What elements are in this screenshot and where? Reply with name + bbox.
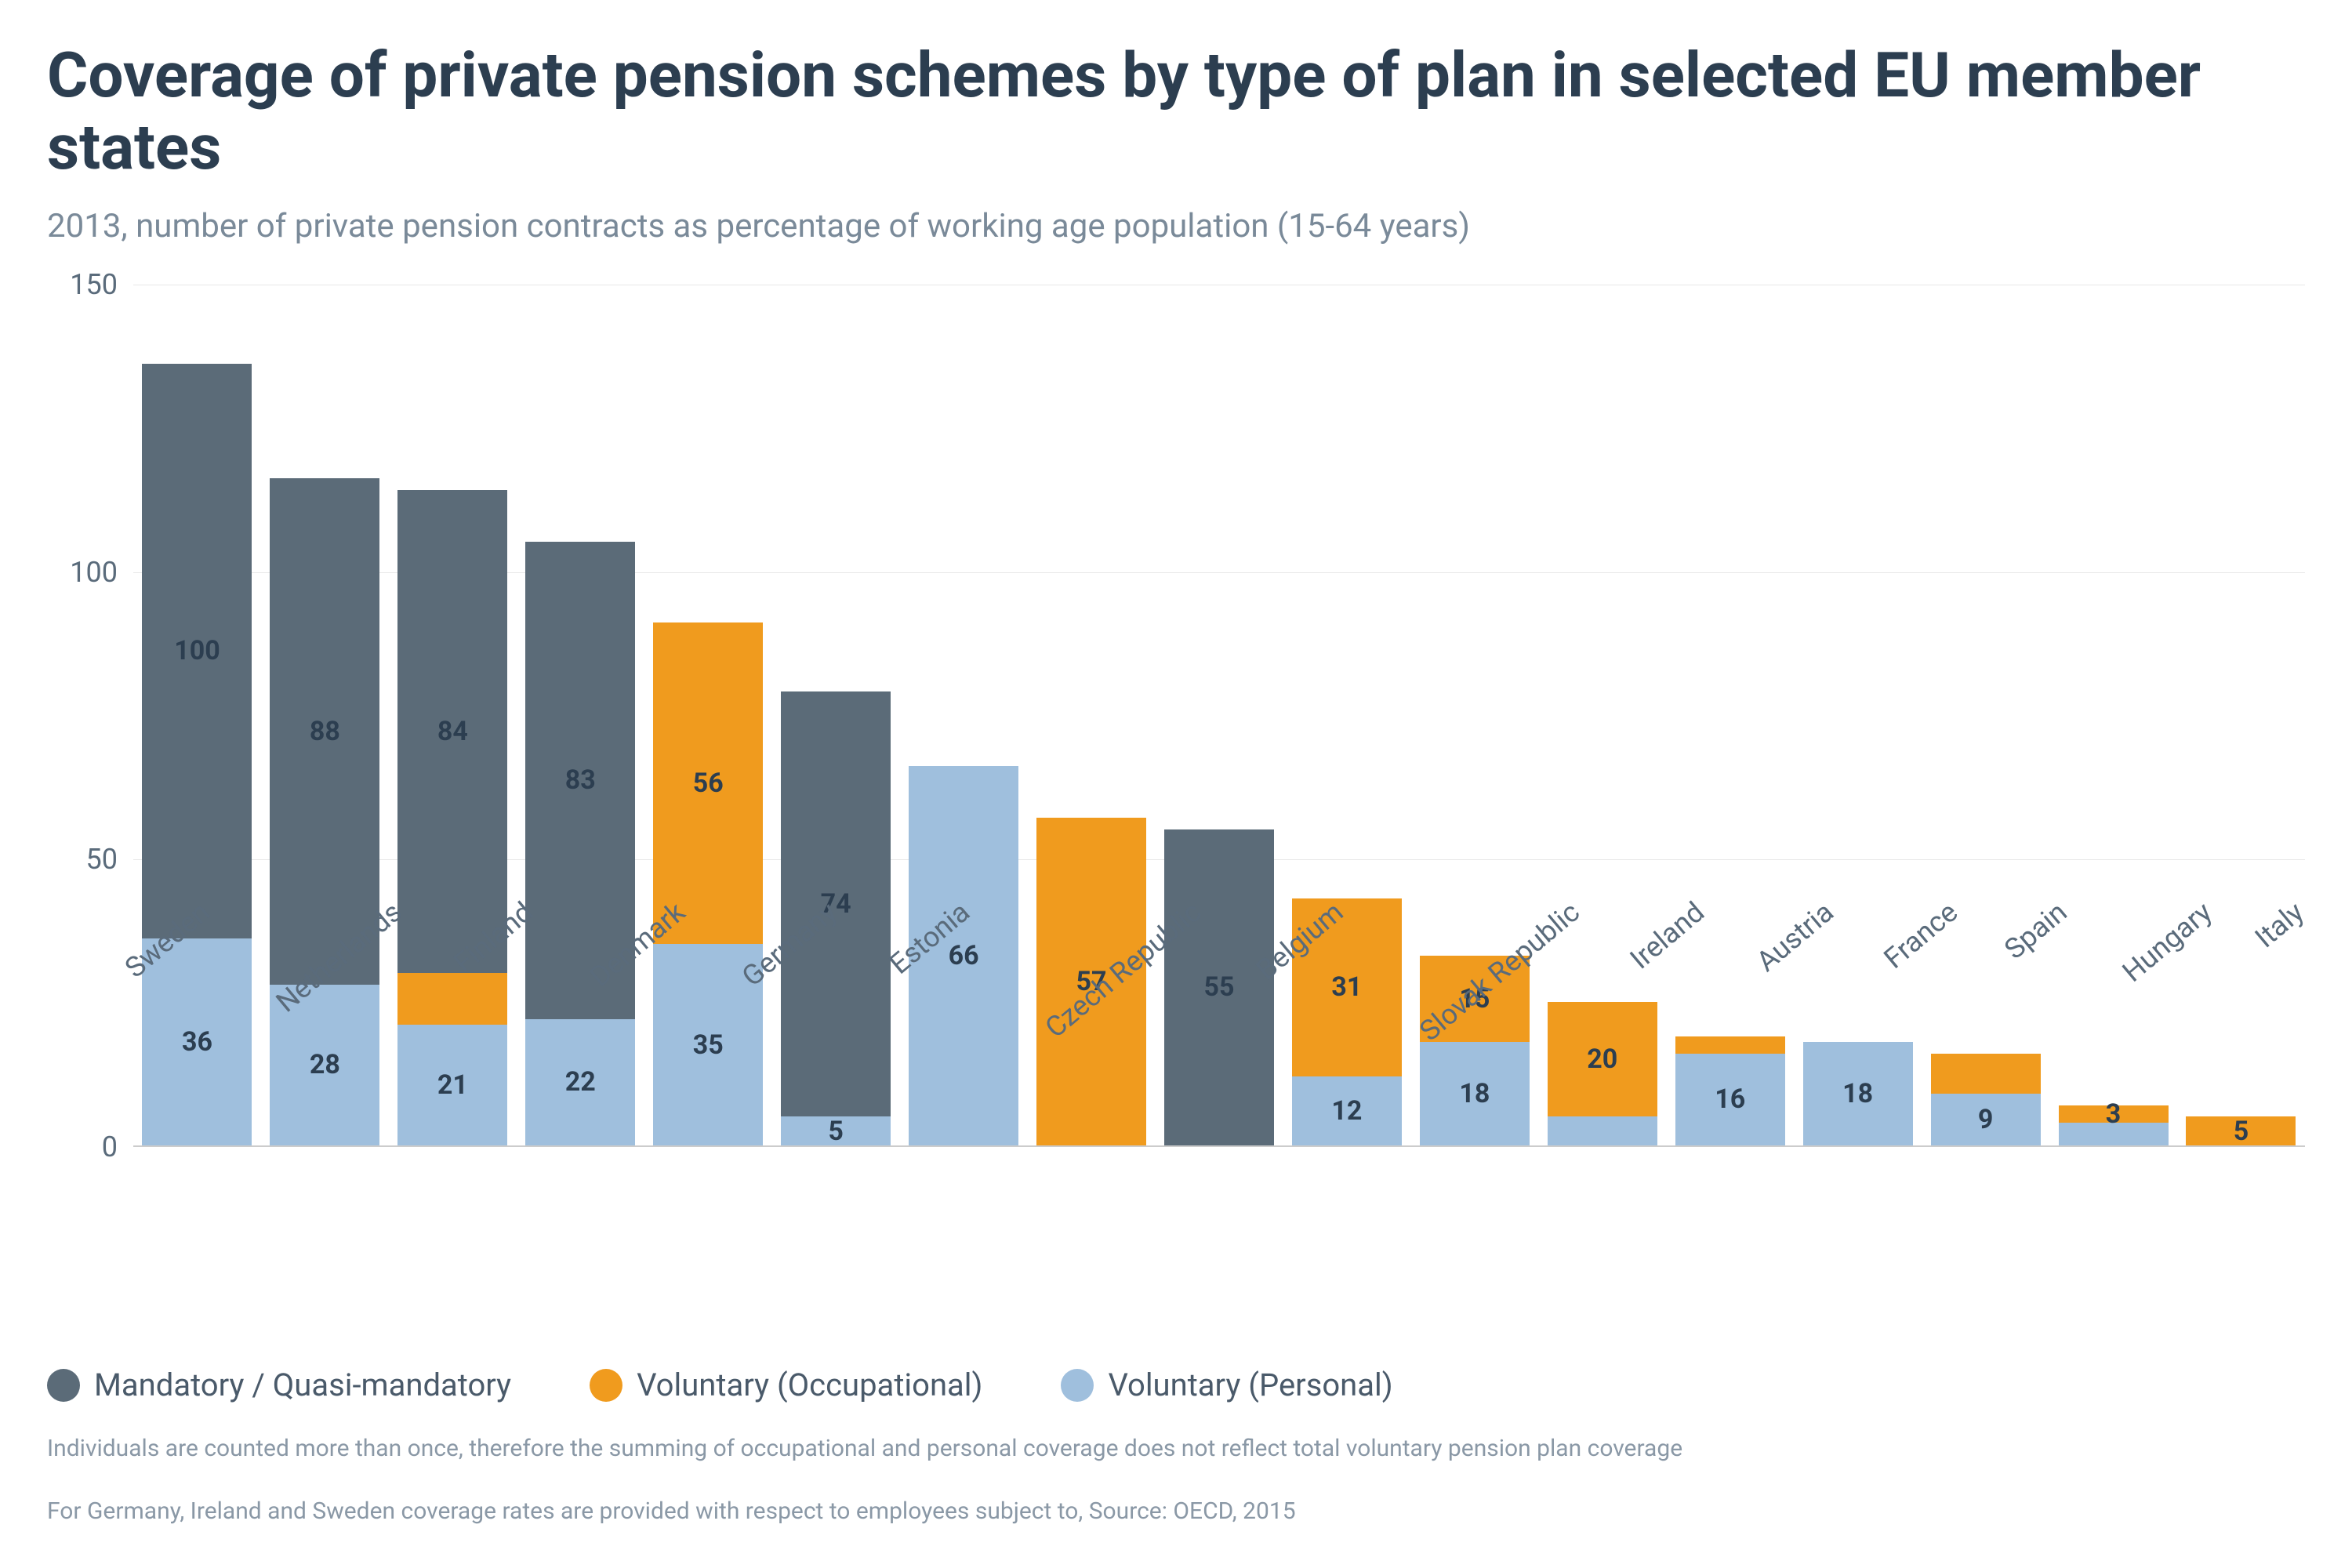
- footnote-line-1: Individuals are counted more than once, …: [47, 1431, 2305, 1466]
- bar-group: 22 83: [517, 285, 644, 1145]
- y-tick-label: 100: [70, 556, 118, 589]
- legend-swatch: [47, 1369, 80, 1402]
- bar-group: 574: [772, 285, 900, 1145]
- bar-value-label: 83: [565, 764, 596, 796]
- bar-stack: 28 88: [270, 478, 379, 1145]
- bar-segment-vol_occ: [1675, 1036, 1785, 1054]
- bar-value-label: 3: [2106, 1098, 2122, 1130]
- bar-segment-mandatory: 88: [270, 478, 379, 984]
- bar-stack: 3: [2059, 1105, 2169, 1145]
- legend: Mandatory / Quasi-mandatory Voluntary (Oc…: [47, 1367, 2305, 1403]
- bar-segment-vol_pers: 12: [1292, 1076, 1402, 1145]
- x-axis-labels: SwedenNetherlandsFinlandDenmarkGermanyEs…: [86, 870, 2352, 903]
- bar-value-label: 35: [693, 1029, 724, 1061]
- bar-segment-vol_pers: 21: [397, 1025, 507, 1145]
- bar-group: 35 56: [644, 285, 772, 1145]
- bar-group: 5: [2177, 285, 2305, 1145]
- bar-value-label: 56: [693, 768, 724, 799]
- legend-item: Mandatory / Quasi-mandatory: [47, 1367, 511, 1403]
- bar-group: 36 100: [133, 285, 261, 1145]
- bar-group: 28 88: [261, 285, 389, 1145]
- legend-label: Voluntary (Occupational): [637, 1367, 982, 1403]
- bar-stack: 16: [1675, 1036, 1785, 1145]
- bar-value-label: 100: [174, 635, 220, 666]
- y-axis: 050100150: [47, 285, 133, 1147]
- bar-group: 66: [900, 285, 1028, 1145]
- legend-label: Mandatory / Quasi-mandatory: [94, 1367, 511, 1403]
- plot-area: 3610028882184228335565746657551231181520…: [133, 285, 2305, 1147]
- bar-stack: 22 83: [525, 542, 635, 1145]
- bar-value-label: 88: [310, 716, 340, 747]
- bar-value-label: 16: [1715, 1083, 1745, 1115]
- bar-segment-vol_pers: 9: [1931, 1094, 2041, 1145]
- bar-value-label: 20: [1587, 1044, 1617, 1075]
- bar-segment-vol_pers: 5: [781, 1116, 891, 1145]
- chart-area: 050100150 361002888218422833556574665755…: [47, 285, 2305, 1147]
- bar-value-label: 21: [437, 1069, 468, 1101]
- legend-item: Voluntary (Personal): [1061, 1367, 1392, 1403]
- bar-segment-vol_pers: 36: [142, 938, 252, 1145]
- bar-segment-vol_occ: [397, 973, 507, 1025]
- legend-label: Voluntary (Personal): [1108, 1367, 1392, 1403]
- bar-stack: 36 100: [142, 364, 252, 1145]
- bar-value-label: 84: [437, 716, 468, 747]
- bar-group: 16: [1666, 285, 1794, 1145]
- y-tick-label: 0: [102, 1131, 118, 1163]
- bar-value-label: 5: [2234, 1116, 2249, 1147]
- bar-stack: 20: [1548, 1002, 1657, 1145]
- bar-stack: 21 84: [397, 490, 507, 1145]
- bar-value-label: 12: [1331, 1095, 1362, 1127]
- bar-group: 18: [1794, 285, 1922, 1145]
- bar-segment-vol_occ: [1931, 1054, 2041, 1094]
- bar-stack: 18: [1803, 1042, 1913, 1145]
- bar-group: 55: [1156, 285, 1283, 1145]
- chart-subtitle: 2013, number of private pension contract…: [47, 207, 2305, 245]
- bar-value-label: 36: [182, 1026, 212, 1058]
- bar-value-label: 5: [828, 1116, 844, 1147]
- legend-swatch: [1061, 1369, 1094, 1402]
- bar-segment-vol_pers: 18: [1803, 1042, 1913, 1145]
- bar-value-label: 9: [1978, 1104, 1994, 1135]
- bar-group: 12 31: [1283, 285, 1410, 1145]
- bar-value-label: 22: [565, 1066, 596, 1098]
- legend-item: Voluntary (Occupational): [590, 1367, 982, 1403]
- bar-value-label: 66: [949, 940, 979, 971]
- bar-segment-vol_occ: 3: [2059, 1105, 2169, 1123]
- footnote-line-2: For Germany, Ireland and Sweden coverage…: [47, 1494, 2305, 1529]
- bar-segment-vol_occ: 20: [1548, 1002, 1657, 1117]
- bar-value-label: 18: [1842, 1078, 1873, 1109]
- bar-value-label: 31: [1331, 971, 1362, 1003]
- bar-stack: 5: [2186, 1116, 2296, 1145]
- bar-value-label: 28: [310, 1049, 340, 1080]
- bar-segment-mandatory: 100: [142, 364, 252, 938]
- bar-segment-vol_pers: 22: [525, 1019, 635, 1145]
- y-tick-label: 150: [70, 268, 118, 301]
- bar-group: 21 84: [389, 285, 517, 1145]
- bar-value-label: 55: [1203, 971, 1234, 1003]
- bar-group: 3: [2049, 285, 2177, 1145]
- bar-segment-vol_pers: 16: [1675, 1054, 1785, 1145]
- bars-row: 3610028882184228335565746657551231181520…: [133, 285, 2305, 1147]
- bar-stack: 9: [1931, 1054, 2041, 1145]
- bar-value-label: 18: [1459, 1078, 1490, 1109]
- bar-group: 20: [1538, 285, 1666, 1145]
- legend-swatch: [590, 1369, 622, 1402]
- bar-segment-vol_occ: 5: [2186, 1116, 2296, 1145]
- bar-group: 9: [1922, 285, 2049, 1145]
- bar-segment-vol_pers: 18: [1420, 1042, 1530, 1145]
- chart-title: Coverage of private pension schemes by t…: [47, 39, 2305, 183]
- bar-segment-vol_pers: [1548, 1116, 1657, 1145]
